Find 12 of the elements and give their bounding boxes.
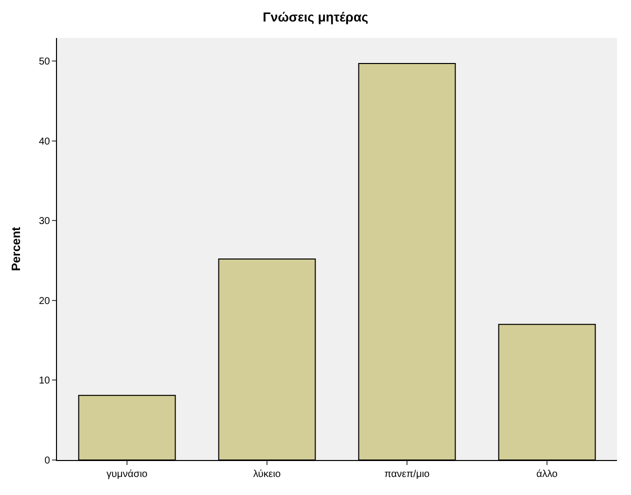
- y-axis-title: Percent: [9, 226, 24, 272]
- x-tick-label: γυμνάσιο: [106, 469, 148, 480]
- x-tick-label: λύκειο: [253, 469, 282, 480]
- chart-title: Γνώσεις μητέρας: [262, 9, 368, 24]
- y-tick-label: 40: [38, 136, 50, 148]
- y-tick-label: 10: [38, 376, 50, 387]
- x-tick-label: άλλο: [536, 469, 558, 480]
- y-tick-label: 0: [44, 456, 50, 466]
- y-tick-label: 20: [38, 296, 50, 307]
- x-tick-label: πανεπ/μιο: [384, 469, 430, 480]
- y-tick-label: 30: [38, 216, 50, 228]
- y-tick-label: 50: [38, 56, 50, 68]
